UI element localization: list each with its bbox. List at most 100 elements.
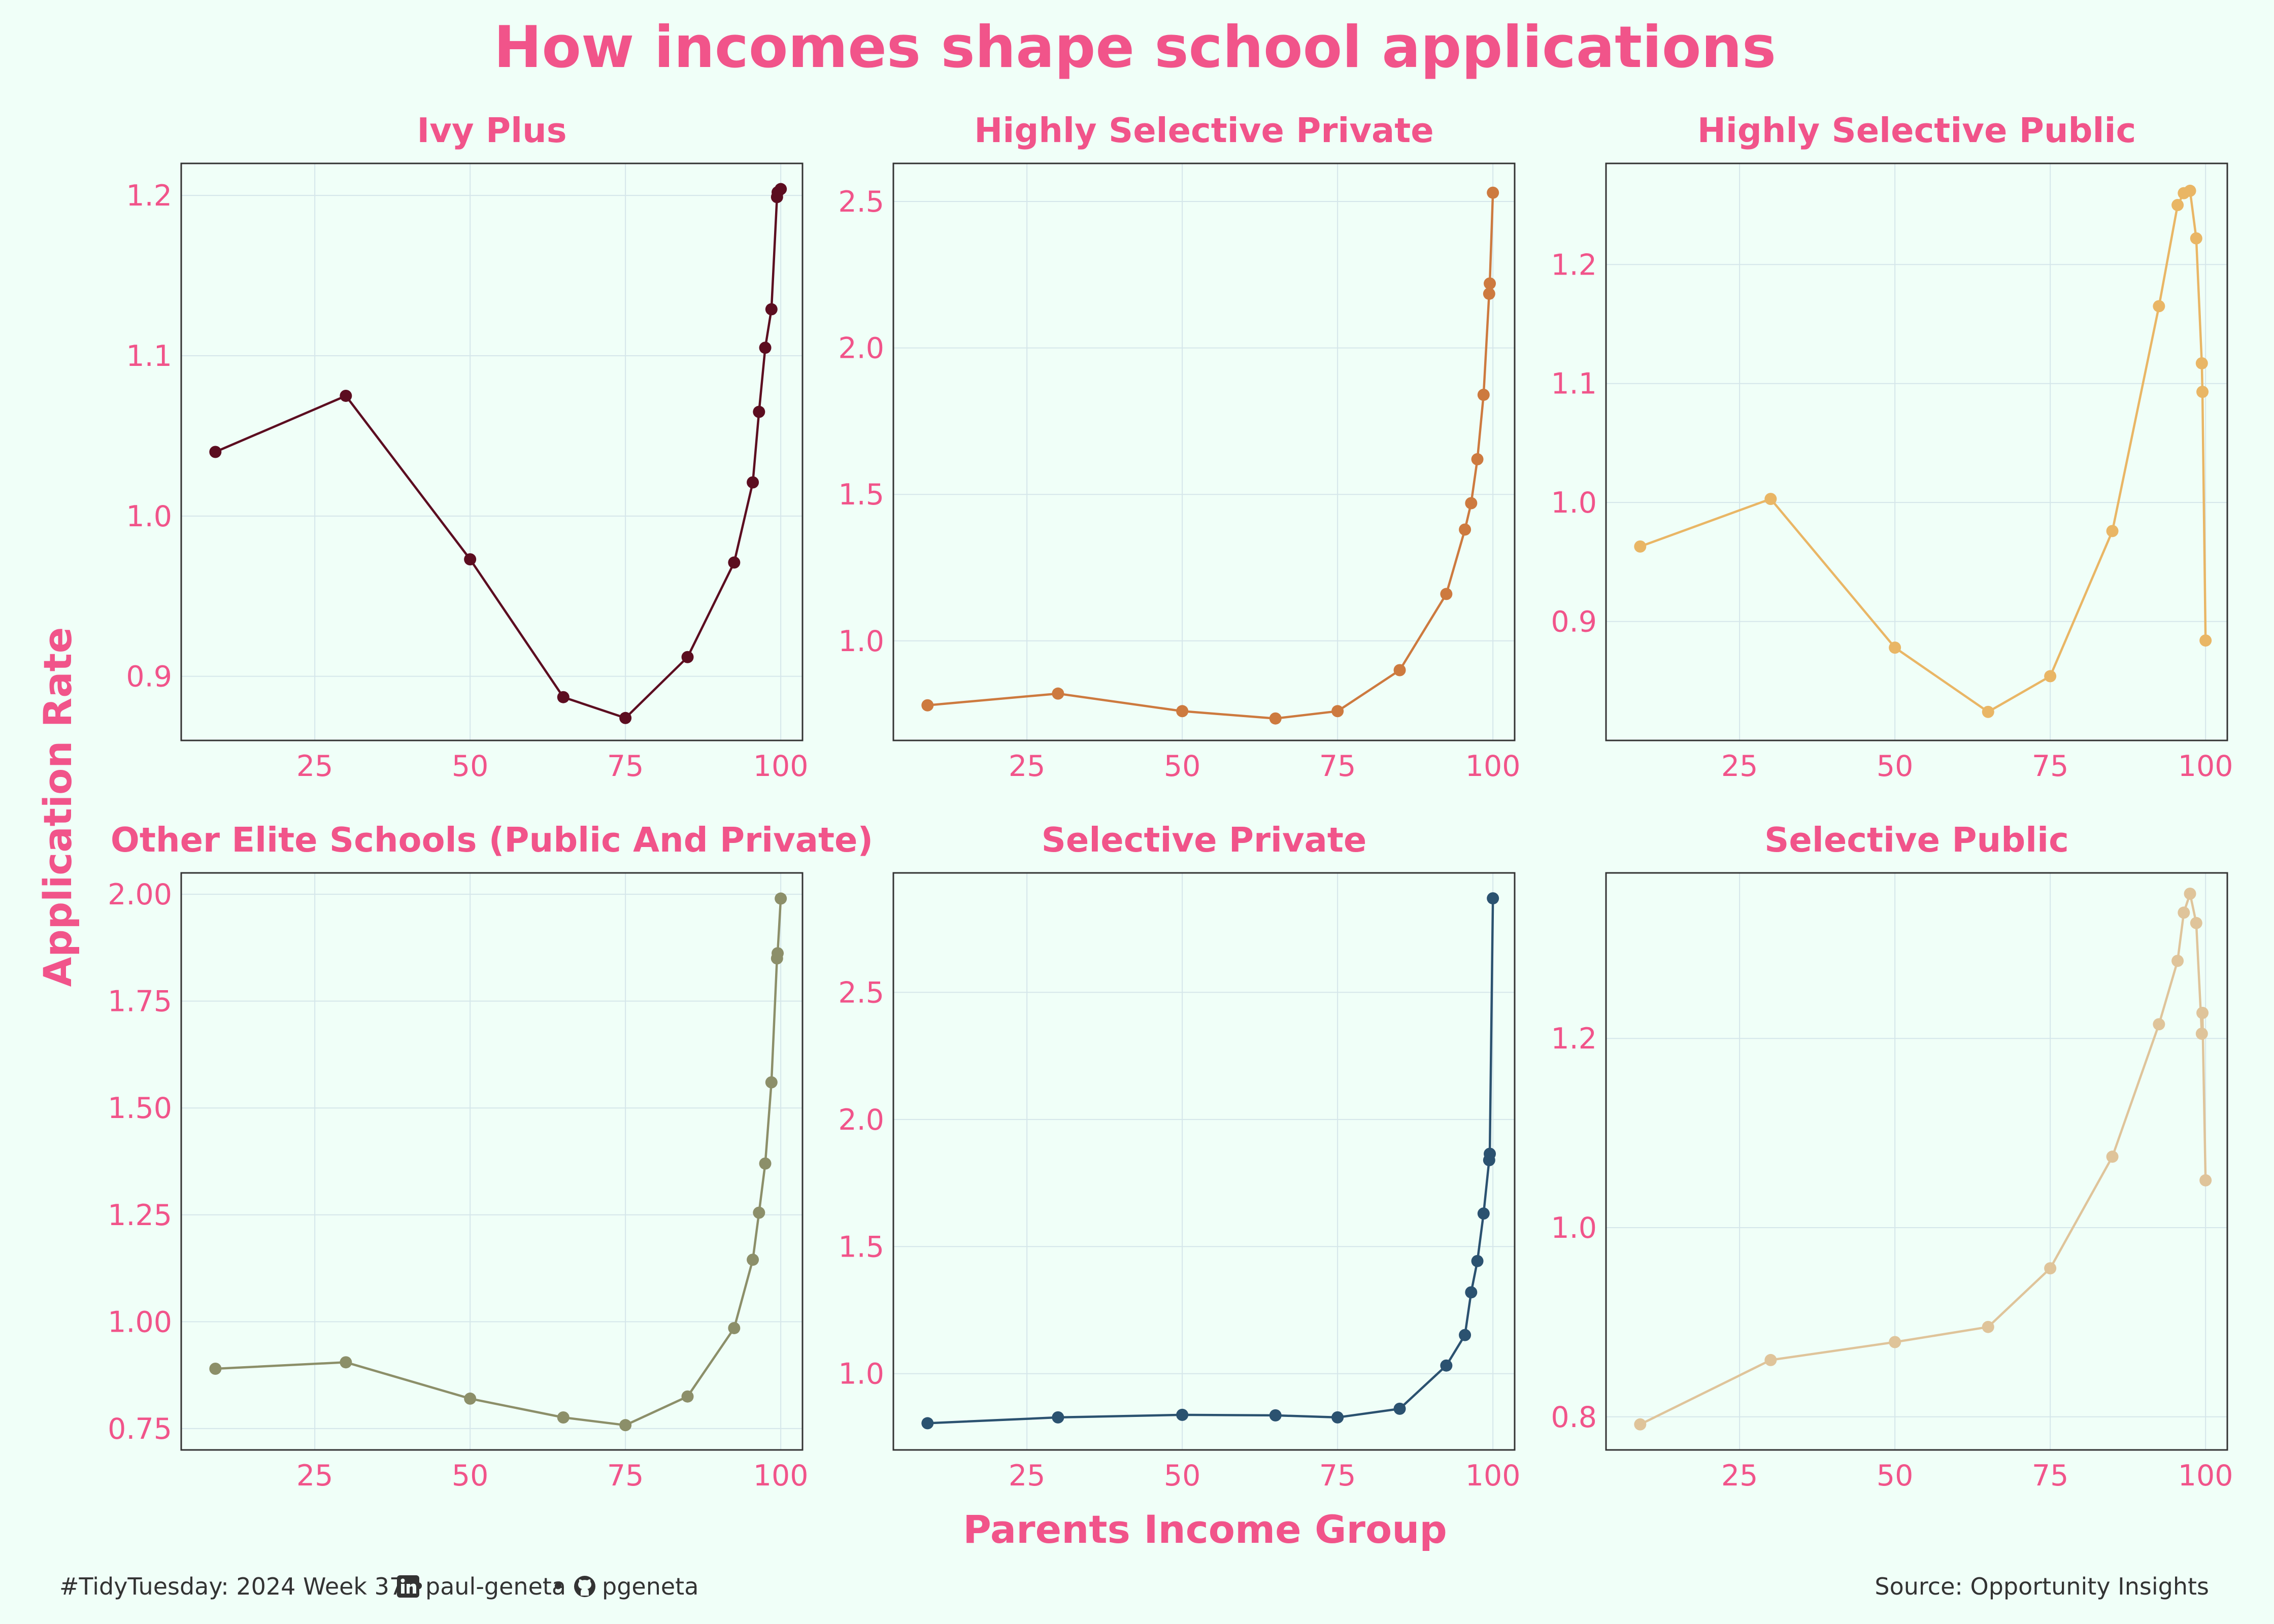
- gridlines: [893, 163, 1515, 740]
- data-point: [1440, 1359, 1453, 1372]
- data-point: [2044, 1262, 2057, 1275]
- x-tick-label: 50: [1164, 1459, 1201, 1493]
- data-point: [1634, 540, 1647, 553]
- data-point: [1331, 1411, 1344, 1424]
- caption-tidytuesday: #TidyTuesday: 2024 Week 37 •: [59, 1573, 425, 1600]
- data-point: [2171, 199, 2184, 212]
- data-point: [1459, 523, 1472, 536]
- panel-border: [892, 162, 1516, 741]
- data-point: [2153, 300, 2165, 313]
- y-tick-label: 1.0: [1551, 1211, 1597, 1245]
- caption-separator: •: [551, 1573, 565, 1600]
- data-point: [1393, 1402, 1406, 1415]
- data-point: [681, 651, 694, 663]
- series-line: [215, 898, 782, 1427]
- gridlines: [1606, 873, 2227, 1450]
- caption-github: pgeneta: [602, 1573, 698, 1600]
- data-point: [2106, 1151, 2119, 1163]
- data-point: [1477, 1207, 1490, 1220]
- data-point: [1471, 453, 1484, 465]
- panel-border: [180, 162, 804, 741]
- data-point: [1465, 1286, 1478, 1299]
- panel-highly-selective-public: Highly Selective Public 25 50 75 100 0.9 1.0 1.…: [1551, 111, 2233, 783]
- data-point: [2196, 1006, 2209, 1019]
- data-point: [728, 1322, 741, 1334]
- x-tick-label: 75: [607, 1459, 644, 1493]
- data-point: [1440, 588, 1453, 600]
- y-tick-label: 2.0: [838, 332, 884, 365]
- data-point: [2199, 634, 2212, 647]
- panel-selective-public: Selective Public 25 50 75 100 0.8 1.0 1.2: [1551, 820, 2233, 1493]
- y-tick-label: 1.1: [126, 340, 172, 373]
- x-tick-label: 75: [2032, 750, 2069, 783]
- y-axis-label: Application Rate: [35, 627, 80, 987]
- data-point: [765, 303, 778, 316]
- y-tick-label: 1.50: [108, 1092, 172, 1125]
- data-point: [340, 1356, 352, 1369]
- y-tick-label: 1.2: [126, 179, 172, 213]
- chart-title: How incomes shape school applications: [494, 14, 1776, 81]
- data-point: [728, 556, 741, 569]
- data-point: [619, 712, 632, 724]
- data-point: [2171, 955, 2184, 967]
- panel-ivy-plus: Ivy Plus 25 50 75 100 0.9 1.0 1.1 1.2: [126, 111, 808, 783]
- data-point: [2196, 386, 2209, 398]
- x-tick-label: 100: [753, 750, 809, 783]
- series-line: [1640, 892, 2207, 1426]
- data-point: [1982, 1321, 1994, 1333]
- data-point: [2190, 917, 2202, 929]
- data-point: [1052, 1411, 1064, 1424]
- x-tick-label: 75: [607, 750, 644, 783]
- data-point: [464, 553, 477, 566]
- data-point: [1331, 705, 1344, 718]
- data-point: [1393, 664, 1406, 676]
- x-tick-label: 100: [753, 1459, 809, 1493]
- x-tick-label: 100: [2178, 750, 2233, 783]
- series-line: [1640, 189, 2207, 713]
- data-point: [1269, 1409, 1282, 1422]
- x-tick-label: 75: [1319, 1459, 1356, 1493]
- data-point: [2195, 357, 2208, 369]
- panel-highly-selective-private: Highly Selective Private 25 50 75 100 1.0 1.5 2…: [838, 111, 1520, 783]
- caption-linkedin: paul-geneta: [425, 1573, 566, 1600]
- x-tick-label: 75: [2032, 1459, 2069, 1493]
- gridlines: [181, 163, 802, 740]
- data-point: [1982, 705, 1994, 718]
- panel-title: Selective Public: [1764, 820, 2069, 860]
- data-point: [2178, 906, 2190, 919]
- y-tick-label: 1.0: [838, 625, 884, 658]
- panel-title: Highly Selective Public: [1697, 111, 2136, 150]
- svg-text:#TidyTuesday: 2024 Week 37 •: #TidyTuesday: 2024 Week 37 •: [59, 1573, 425, 1600]
- data-point: [619, 1419, 632, 1432]
- data-point: [464, 1392, 477, 1405]
- data-point: [557, 1411, 570, 1424]
- x-tick-label: 25: [296, 750, 333, 783]
- data-point: [1889, 641, 1901, 654]
- gridlines: [893, 873, 1515, 1450]
- data-point: [1764, 1354, 1777, 1366]
- data-point: [759, 342, 772, 354]
- y-tick-label: 1.00: [108, 1305, 172, 1339]
- x-tick-label: 50: [1164, 750, 1201, 783]
- data-point: [1634, 1418, 1647, 1431]
- data-point: [775, 892, 787, 905]
- y-tick-label: 0.9: [126, 660, 172, 694]
- y-tick-label: 0.8: [1551, 1401, 1597, 1434]
- data-point: [681, 1390, 694, 1403]
- x-tick-label: 50: [1877, 1459, 1914, 1493]
- panel-border: [1605, 872, 2228, 1451]
- y-tick-label: 1.0: [126, 500, 172, 533]
- x-tick-label: 25: [296, 1459, 333, 1493]
- data-point: [1176, 705, 1189, 718]
- y-tick-label: 1.0: [1551, 486, 1597, 520]
- data-point: [557, 691, 570, 703]
- y-tick-label: 0.9: [1551, 605, 1597, 639]
- data-point: [2044, 670, 2057, 683]
- data-point: [747, 1254, 759, 1266]
- data-point: [921, 699, 934, 712]
- data-point: [2184, 888, 2196, 900]
- x-tick-label: 25: [1721, 1459, 1758, 1493]
- data-point: [753, 405, 765, 418]
- x-tick-label: 50: [452, 750, 489, 783]
- caption-left: #TidyTuesday: 2024 Week 37 • paul-geneta…: [59, 1573, 698, 1600]
